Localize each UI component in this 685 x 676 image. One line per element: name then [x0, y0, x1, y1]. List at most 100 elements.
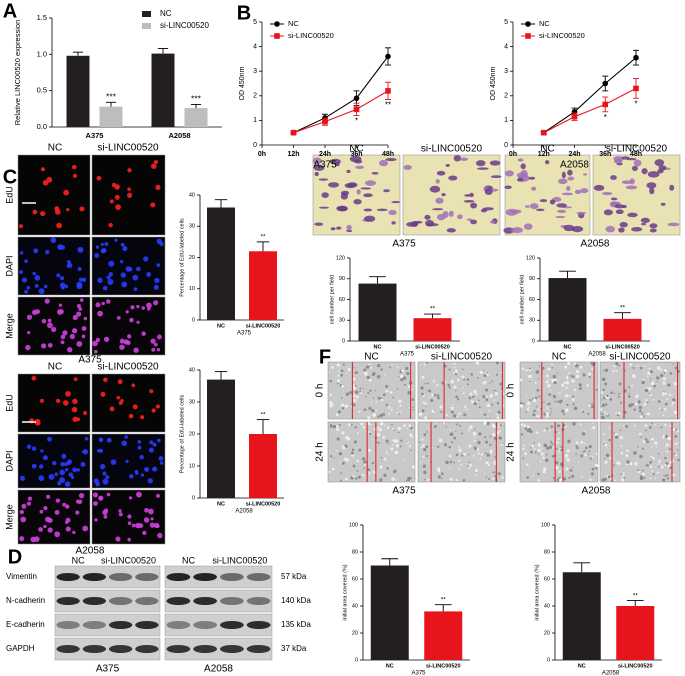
- speckle: [491, 380, 494, 382]
- speckle: [412, 409, 414, 411]
- cell-nucleus: [157, 532, 163, 539]
- cell-nucleus: [131, 383, 136, 388]
- cell-nucleus: [127, 334, 132, 339]
- significance-label: **: [260, 234, 266, 241]
- cell-nucleus: [153, 159, 159, 165]
- cell-nucleus: [159, 241, 164, 247]
- blot-band: [135, 597, 159, 605]
- cell-nucleus: [31, 375, 37, 381]
- speckle: [532, 413, 536, 417]
- speckle: [388, 442, 390, 445]
- protein-label: GAPDH: [6, 644, 35, 653]
- error-bar: [157, 48, 169, 54]
- speckle: [482, 395, 486, 399]
- bar: [424, 611, 463, 660]
- speckle: [486, 371, 489, 374]
- speckle: [496, 373, 499, 376]
- speckle: [359, 387, 362, 390]
- cell-nucleus: [76, 340, 83, 347]
- time-label: 24 h: [506, 442, 517, 461]
- cell-nucleus: [153, 342, 158, 347]
- speckle: [360, 422, 364, 426]
- speckle: [380, 397, 383, 399]
- speckle: [664, 456, 667, 460]
- cell-nucleus: [146, 302, 152, 309]
- speckle: [494, 474, 496, 477]
- speckle: [342, 461, 345, 465]
- column-label: NC: [552, 352, 566, 363]
- speckle: [595, 453, 598, 456]
- cell-nucleus: [26, 444, 32, 449]
- speckle: [353, 367, 355, 369]
- micrograph: [91, 489, 166, 545]
- speckle: [666, 474, 669, 477]
- speckle: [399, 374, 404, 378]
- speckle: [551, 442, 554, 445]
- speckle: [543, 429, 546, 432]
- stained-cell: [356, 189, 361, 195]
- speckle: [601, 399, 603, 401]
- speckle: [620, 444, 623, 447]
- speckle: [408, 444, 412, 448]
- point: [322, 118, 328, 125]
- stained-cell: [346, 229, 353, 233]
- speckle: [458, 424, 461, 427]
- speckle: [337, 374, 340, 377]
- micrograph: [17, 296, 91, 356]
- speckle: [466, 408, 469, 411]
- speckle: [559, 447, 561, 450]
- cell-nucleus: [39, 464, 44, 469]
- cell-nucleus: [135, 522, 141, 529]
- column-label: NC: [364, 352, 378, 363]
- stained-cell: [583, 173, 588, 176]
- speckle: [578, 383, 582, 387]
- cell-nucleus: [55, 398, 61, 404]
- speckle: [528, 406, 530, 408]
- speckle: [644, 402, 647, 404]
- speckle: [340, 369, 344, 373]
- stained-cell: [349, 155, 362, 163]
- point: [633, 85, 639, 92]
- speckle: [645, 464, 648, 467]
- speckle: [363, 467, 366, 470]
- cell-nucleus: [119, 259, 124, 264]
- speckle: [400, 411, 402, 413]
- speckle: [450, 410, 454, 414]
- micrograph: [312, 154, 401, 236]
- speckle: [346, 437, 351, 441]
- speckle: [462, 368, 464, 370]
- error-bar: [190, 104, 202, 109]
- cell-nucleus: [98, 496, 103, 500]
- speckle: [628, 395, 631, 398]
- speckle: [349, 391, 353, 395]
- speckle: [559, 478, 563, 482]
- speckle: [665, 462, 669, 465]
- speckle: [437, 445, 440, 448]
- speckle: [428, 389, 432, 393]
- speckle: [580, 454, 584, 458]
- speckle: [411, 465, 415, 469]
- cell-nucleus: [72, 416, 78, 422]
- cell-line-label: A2058: [582, 486, 611, 497]
- point: [633, 54, 639, 61]
- speckle: [354, 371, 357, 374]
- speckle: [649, 460, 653, 464]
- speckle: [433, 424, 437, 428]
- cell-nucleus: [143, 256, 149, 262]
- speckle: [642, 447, 645, 450]
- speckle: [614, 479, 616, 482]
- speckle: [629, 462, 633, 466]
- error-bar: [559, 270, 576, 279]
- speckle: [496, 431, 500, 435]
- column-label: si-LINC00520: [212, 555, 267, 565]
- cell-nucleus: [73, 377, 78, 382]
- x-tick-label: si-LINC00520: [426, 663, 461, 669]
- cell-nucleus: [47, 517, 53, 523]
- speckle: [530, 450, 533, 454]
- speckle: [468, 461, 470, 463]
- speckle: [636, 400, 638, 402]
- speckle: [441, 472, 444, 475]
- blot-band: [166, 573, 191, 581]
- stained-cell: [614, 158, 623, 164]
- cell-nucleus: [132, 404, 138, 410]
